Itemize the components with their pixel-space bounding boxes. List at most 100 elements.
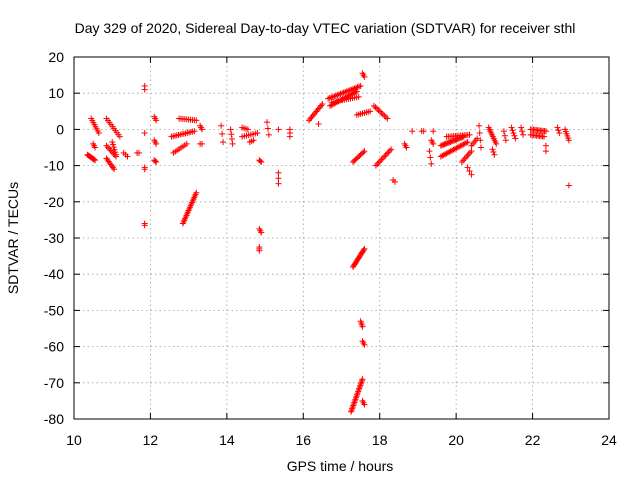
data-point xyxy=(510,130,517,137)
data-point xyxy=(257,158,264,165)
data-point xyxy=(141,222,148,229)
data-point xyxy=(360,247,367,254)
data-point xyxy=(199,126,206,133)
data-point xyxy=(92,157,99,164)
data-point xyxy=(501,132,508,139)
data-point xyxy=(250,137,257,144)
y-tick-label: 0 xyxy=(56,121,64,137)
data-point xyxy=(199,140,206,147)
data-point xyxy=(219,130,226,137)
data-point xyxy=(386,147,393,154)
data-point xyxy=(468,171,475,178)
data-point xyxy=(361,401,368,408)
data-point xyxy=(275,180,282,187)
data-point xyxy=(353,88,360,95)
data-point xyxy=(565,137,572,144)
data-point xyxy=(124,153,131,160)
data-point xyxy=(352,89,359,96)
data-point xyxy=(318,102,325,109)
data-point xyxy=(381,112,388,119)
data-point xyxy=(466,168,473,175)
data-point xyxy=(403,144,410,151)
data-point xyxy=(370,102,377,109)
data-point xyxy=(357,82,364,89)
data-point xyxy=(256,247,263,254)
data-point xyxy=(556,130,563,137)
data-point xyxy=(109,141,116,148)
data-point xyxy=(518,124,525,131)
data-point xyxy=(183,140,190,147)
data-point xyxy=(379,111,386,118)
data-point xyxy=(152,158,159,165)
data-point xyxy=(111,146,118,153)
data-point xyxy=(466,131,473,138)
tick-labels: 10 12 14 16 18 20 22 24 20 10 0 -10 -20 -30 -40 -50 -60 -… xyxy=(44,49,617,448)
data-point xyxy=(477,144,484,151)
data-point xyxy=(384,150,391,157)
data-point xyxy=(463,139,470,146)
data-point xyxy=(275,126,282,133)
data-point xyxy=(361,148,368,155)
data-point xyxy=(509,127,516,134)
data-point xyxy=(220,139,227,146)
y-tick-label: -20 xyxy=(44,194,64,210)
data-point xyxy=(382,152,389,159)
y-tick-label: -10 xyxy=(44,158,64,174)
y-tick-label: -40 xyxy=(44,266,64,282)
data-point xyxy=(111,166,118,173)
data-point xyxy=(430,128,437,135)
chart-title: Day 329 of 2020, Sidereal Day-to-day VTE… xyxy=(75,20,576,36)
data-point xyxy=(244,126,251,133)
data-point xyxy=(519,128,526,135)
data-point xyxy=(254,130,261,137)
data-point xyxy=(360,149,367,156)
data-point xyxy=(542,148,549,155)
data-point xyxy=(388,146,395,153)
data-point xyxy=(382,114,389,121)
data-point xyxy=(378,156,385,163)
data-point xyxy=(520,131,527,138)
data-point xyxy=(542,142,549,149)
data-point xyxy=(477,137,484,144)
data-point xyxy=(315,120,322,127)
data-point xyxy=(229,140,236,147)
data-point xyxy=(377,158,384,165)
x-tick-label: 22 xyxy=(525,432,541,448)
data-point xyxy=(153,140,160,147)
data-point xyxy=(263,119,270,126)
data-point xyxy=(502,137,509,144)
y-axis-label: SDTVAR / TECUs xyxy=(5,182,21,294)
data-point xyxy=(464,139,471,146)
grid xyxy=(74,57,609,419)
data-point xyxy=(153,117,160,124)
axis-ticks xyxy=(73,56,610,420)
x-tick-label: 16 xyxy=(295,432,311,448)
data-point xyxy=(500,128,507,135)
data-point xyxy=(141,166,148,173)
y-tick-label: -70 xyxy=(44,375,64,391)
data-point xyxy=(91,156,98,163)
data-point xyxy=(511,132,518,139)
data-point xyxy=(141,130,148,137)
data-point xyxy=(113,151,120,158)
data-point xyxy=(359,376,366,383)
data-point xyxy=(265,131,272,138)
data-point xyxy=(361,341,368,348)
data-point xyxy=(555,127,562,134)
y-tick-label: -60 xyxy=(44,339,64,355)
data-point xyxy=(361,245,368,252)
data-point xyxy=(361,73,368,80)
data-point xyxy=(476,130,483,137)
data-point xyxy=(193,189,200,196)
data-point xyxy=(376,108,383,115)
x-axis-label: GPS time / hours xyxy=(287,458,394,474)
data-point xyxy=(141,86,148,93)
data-point xyxy=(541,133,548,140)
data-point xyxy=(474,135,481,142)
data-point xyxy=(153,158,160,165)
data-point xyxy=(193,117,200,124)
data-point xyxy=(258,158,265,165)
x-tick-label: 18 xyxy=(372,432,388,448)
